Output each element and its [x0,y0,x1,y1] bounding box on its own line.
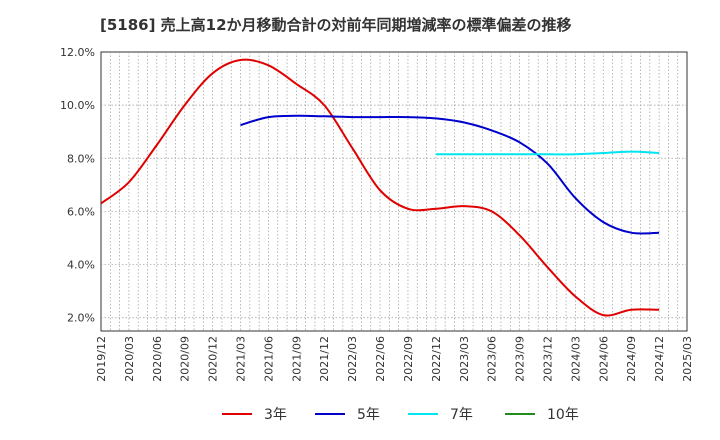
y-tick-label: 12.0% [60,46,95,59]
y-tick-label: 10.0% [60,99,95,112]
x-tick-label: 2024/03 [569,336,582,382]
y-tick-label: 8.0% [67,152,95,165]
series-line-0 [100,58,660,317]
series-line-2 [435,150,660,156]
legend-label: 3年 [264,407,287,423]
y-tick-label: 2.0% [67,312,95,325]
x-tick-label: 2019/12 [95,336,108,382]
legend: 3年 5年 7年 10年 [222,407,579,423]
chart-title: [5186] 売上高12か月移動合計の対前年同期増減率の標準偏差の推移 [100,16,572,34]
x-tick-label: 2025/03 [681,336,694,382]
legend-label: 5年 [357,407,380,423]
x-tick-label: 2023/12 [541,336,554,382]
legend-label: 7年 [450,407,473,423]
x-tick-label: 2024/06 [597,336,610,382]
x-tick-label: 2024/09 [625,336,638,382]
plot-frame [100,51,688,332]
y-tick-label: 4.0% [67,259,95,272]
x-tick-label: 2022/12 [430,336,443,382]
x-tick-label: 2022/03 [346,336,359,382]
x-tick-label: 2020/03 [123,336,136,382]
y-tick-label: 6.0% [67,205,95,218]
x-tick-label: 2021/09 [290,336,303,382]
x-tick-label: 2023/06 [486,336,499,382]
y-axis-ticks: 2.0% 4.0% 6.0% 8.0% 10.0% 12.0% [60,46,95,325]
series-lines [100,58,660,317]
x-tick-label: 2020/12 [207,336,220,382]
series-line-1 [240,114,660,235]
x-tick-label: 2023/03 [458,336,471,382]
x-tick-label: 2020/06 [151,336,164,382]
x-tick-label: 2024/12 [653,336,666,382]
x-tick-label: 2022/06 [374,336,387,382]
x-tick-label: 2021/03 [235,336,248,382]
legend-label: 10年 [547,407,579,423]
x-tick-label: 2021/12 [318,336,331,382]
x-tick-label: 2023/09 [514,336,527,382]
plot-area [100,51,688,332]
x-axis-ticks: 2019/12 2020/03 2020/06 2020/09 2020/12 2021/… [95,336,694,382]
x-tick-label: 2020/09 [179,336,192,382]
x-tick-label: 2021/06 [262,336,275,382]
x-tick-label: 2022/09 [402,336,415,382]
